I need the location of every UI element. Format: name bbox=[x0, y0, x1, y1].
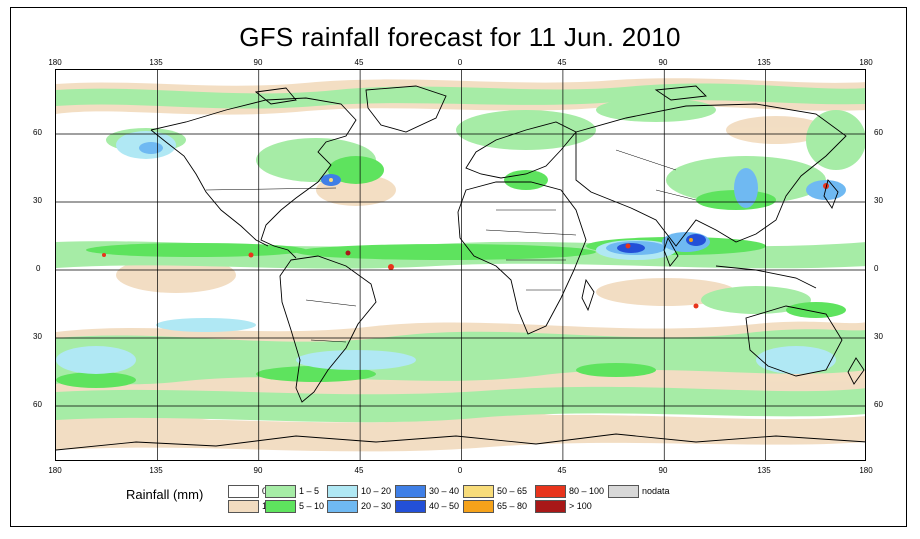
legend-label-11: > 100 bbox=[569, 501, 592, 511]
legend-label-6: 30 – 40 bbox=[429, 486, 460, 496]
lon-tick-bottom-9: 180 bbox=[859, 466, 873, 475]
lat-tick-right-5: 60 bbox=[874, 400, 883, 409]
lat-tick-left-2: 30 bbox=[33, 196, 42, 205]
legend-label-5: 20 – 30 bbox=[361, 501, 392, 511]
legend-label-12: nodata bbox=[642, 486, 670, 496]
lon-tick-top-1: 180 bbox=[48, 58, 62, 67]
legend-swatch-1 bbox=[228, 500, 259, 513]
legend-label-3: 5 – 10 bbox=[299, 501, 325, 511]
lat-tick-left-5: 60 bbox=[33, 400, 42, 409]
map-canvas bbox=[56, 70, 865, 460]
lon-tick-bottom-1: 180 bbox=[48, 466, 62, 475]
lon-tick-bottom-2: 135 bbox=[149, 466, 163, 475]
lat-tick-left-3: 0 bbox=[36, 264, 41, 273]
legend-label-10: 80 – 100 bbox=[569, 486, 605, 496]
lon-tick-bottom-8: 135 bbox=[757, 466, 771, 475]
legend-label-8: 50 – 65 bbox=[497, 486, 528, 496]
legend-swatch-0 bbox=[228, 485, 259, 498]
coastlines bbox=[56, 85, 865, 451]
lon-tick-bottom-3: 90 bbox=[253, 466, 263, 475]
lon-tick-bottom-7: 90 bbox=[658, 466, 668, 475]
legend-swatch-8 bbox=[463, 485, 494, 498]
legend-swatch-11 bbox=[535, 500, 566, 513]
lon-tick-bottom-4: 45 bbox=[354, 466, 364, 475]
legend-swatch-9 bbox=[463, 500, 494, 513]
legend-label-9: 65 – 80 bbox=[497, 501, 528, 511]
legend-swatch-7 bbox=[395, 500, 426, 513]
lon-tick-top-2: 135 bbox=[149, 58, 163, 67]
lat-tick-right-4: 30 bbox=[874, 332, 883, 341]
legend-swatch-3 bbox=[265, 500, 296, 513]
lat-tick-left-4: 30 bbox=[33, 332, 42, 341]
rain-band-20-50 bbox=[139, 142, 846, 255]
legend-label-1: 1 bbox=[262, 500, 267, 513]
legend-swatch-6 bbox=[395, 485, 426, 498]
lon-tick-bottom-6: 45 bbox=[557, 466, 567, 475]
graticule bbox=[56, 70, 865, 460]
lon-tick-top-5: 0 bbox=[457, 58, 463, 67]
rainfall-map bbox=[55, 69, 866, 461]
rain-heavy-cells bbox=[102, 178, 829, 309]
legend-swatch-5 bbox=[327, 500, 358, 513]
lon-tick-top-9: 180 bbox=[859, 58, 873, 67]
lat-tick-right-2: 30 bbox=[874, 196, 883, 205]
lon-tick-top-7: 90 bbox=[658, 58, 668, 67]
lat-tick-right-3: 0 bbox=[874, 264, 879, 273]
legend-label-7: 40 – 50 bbox=[429, 501, 460, 511]
lat-tick-left-1: 60 bbox=[33, 128, 42, 137]
legend-label-2: 1 – 5 bbox=[299, 486, 320, 496]
lon-tick-top-8: 135 bbox=[757, 58, 771, 67]
lon-tick-top-3: 90 bbox=[253, 58, 263, 67]
legend-label-0: 0 bbox=[262, 485, 267, 498]
lat-tick-right-1: 60 bbox=[874, 128, 883, 137]
legend-title: Rainfall (mm) bbox=[126, 487, 204, 502]
legend-swatch-10 bbox=[535, 485, 566, 498]
lon-tick-top-6: 45 bbox=[557, 58, 567, 67]
legend-swatch-2 bbox=[265, 485, 296, 498]
legend-swatch-12 bbox=[608, 485, 639, 498]
legend-label-4: 10 – 20 bbox=[361, 486, 392, 496]
map-title: GFS rainfall forecast for 11 Jun. 2010 bbox=[239, 22, 681, 52]
lon-tick-bottom-5: 0 bbox=[457, 466, 463, 475]
legend-swatch-4 bbox=[327, 485, 358, 498]
country-borders bbox=[205, 149, 697, 343]
lon-tick-top-4: 45 bbox=[354, 58, 364, 67]
figure-frame bbox=[10, 7, 907, 527]
